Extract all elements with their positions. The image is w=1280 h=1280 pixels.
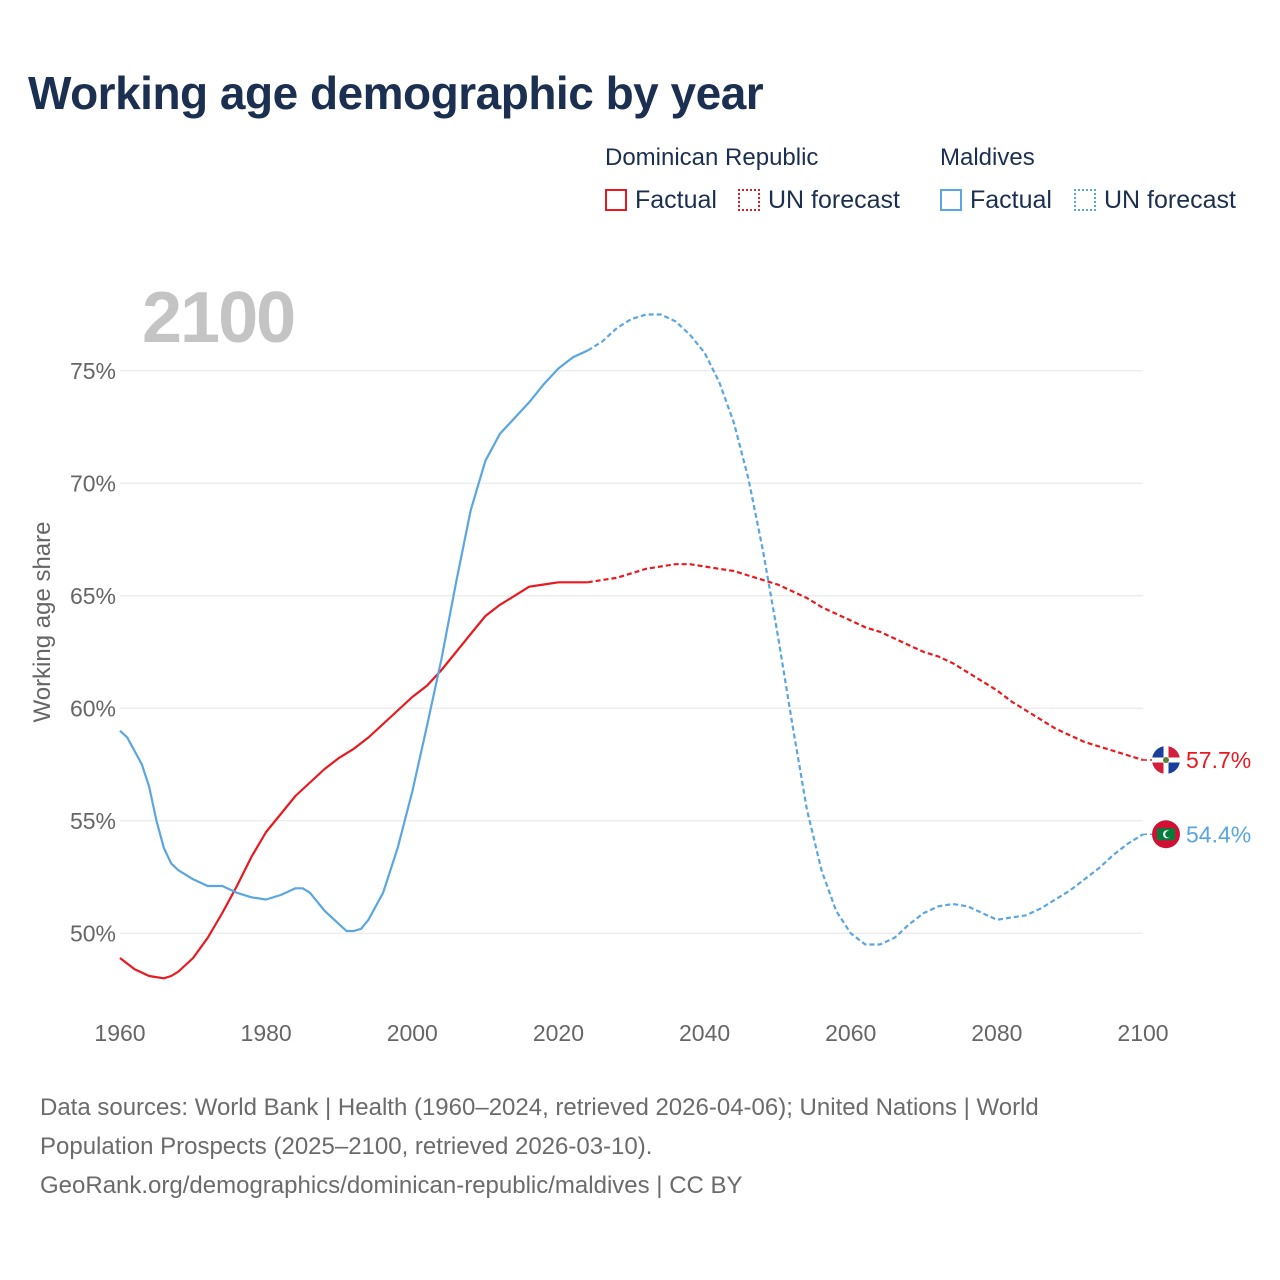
legend-swatch-dotted-icon [738, 189, 760, 211]
legend-label: Factual [970, 185, 1052, 214]
x-tick-label: 2080 [971, 1020, 1022, 1046]
y-tick-label: 70% [70, 470, 116, 496]
x-tick-label: 2100 [1117, 1020, 1168, 1046]
legend-label: UN forecast [1104, 185, 1236, 214]
y-tick-label: 50% [70, 920, 116, 946]
series-line-maldives-forecast [587, 313, 1144, 946]
x-tick-label: 2020 [533, 1020, 584, 1046]
end-value-label-maldives: 54.4% [1186, 821, 1251, 847]
x-tick-label: 2060 [825, 1020, 876, 1046]
series-line-dominican-republic-forecast [587, 563, 1144, 762]
legend-swatch-solid-icon [940, 189, 962, 211]
y-tick-label: 60% [70, 695, 116, 721]
legend-item-dominican-republic-forecast[interactable]: UN forecast [738, 185, 900, 215]
x-tick-label: 1980 [241, 1020, 292, 1046]
y-tick-label: 55% [70, 808, 116, 834]
flag-maldives-icon [1152, 820, 1180, 849]
sources-line-3: GeoRank.org/demographics/dominican-repub… [40, 1172, 743, 1199]
end-value-label-dominican-republic: 57.7% [1186, 747, 1251, 773]
chart-title: Working age demographic by year [28, 67, 764, 119]
flag-dominican-republic-icon [1152, 746, 1180, 774]
legend-item-maldives-forecast[interactable]: UN forecast [1074, 185, 1236, 215]
legend-item-dominican-republic-factual[interactable]: Factual [605, 185, 717, 215]
y-axis-label: Working age share [29, 522, 56, 723]
series-line-maldives-factual [119, 349, 589, 933]
x-tick-label: 2000 [387, 1020, 438, 1046]
legend-swatch-dotted-icon [1074, 189, 1096, 211]
legend-label: Factual [635, 185, 717, 214]
legend-label: UN forecast [768, 185, 900, 214]
legend-swatch-solid-icon [605, 189, 627, 211]
sources-line-1: Data sources: World Bank | Health (1960–… [40, 1094, 1039, 1121]
x-tick-label: 2040 [679, 1020, 730, 1046]
y-tick-label: 75% [70, 358, 116, 384]
legend-title-dominican-republic: Dominican Republic [605, 144, 819, 171]
legend-item-maldives-factual[interactable]: Factual [940, 185, 1052, 215]
series-line-dominican-republic-factual [119, 581, 588, 980]
y-tick-label: 65% [70, 583, 116, 609]
data-sources: Data sources: World Bank | Health (1960–… [40, 1088, 1240, 1205]
legend-title-maldives: Maldives [940, 144, 1035, 171]
year-label: 2100 [142, 278, 294, 358]
x-tick-label: 1960 [94, 1020, 145, 1046]
sources-line-2: Population Prospects (2025–2100, retriev… [40, 1133, 653, 1160]
